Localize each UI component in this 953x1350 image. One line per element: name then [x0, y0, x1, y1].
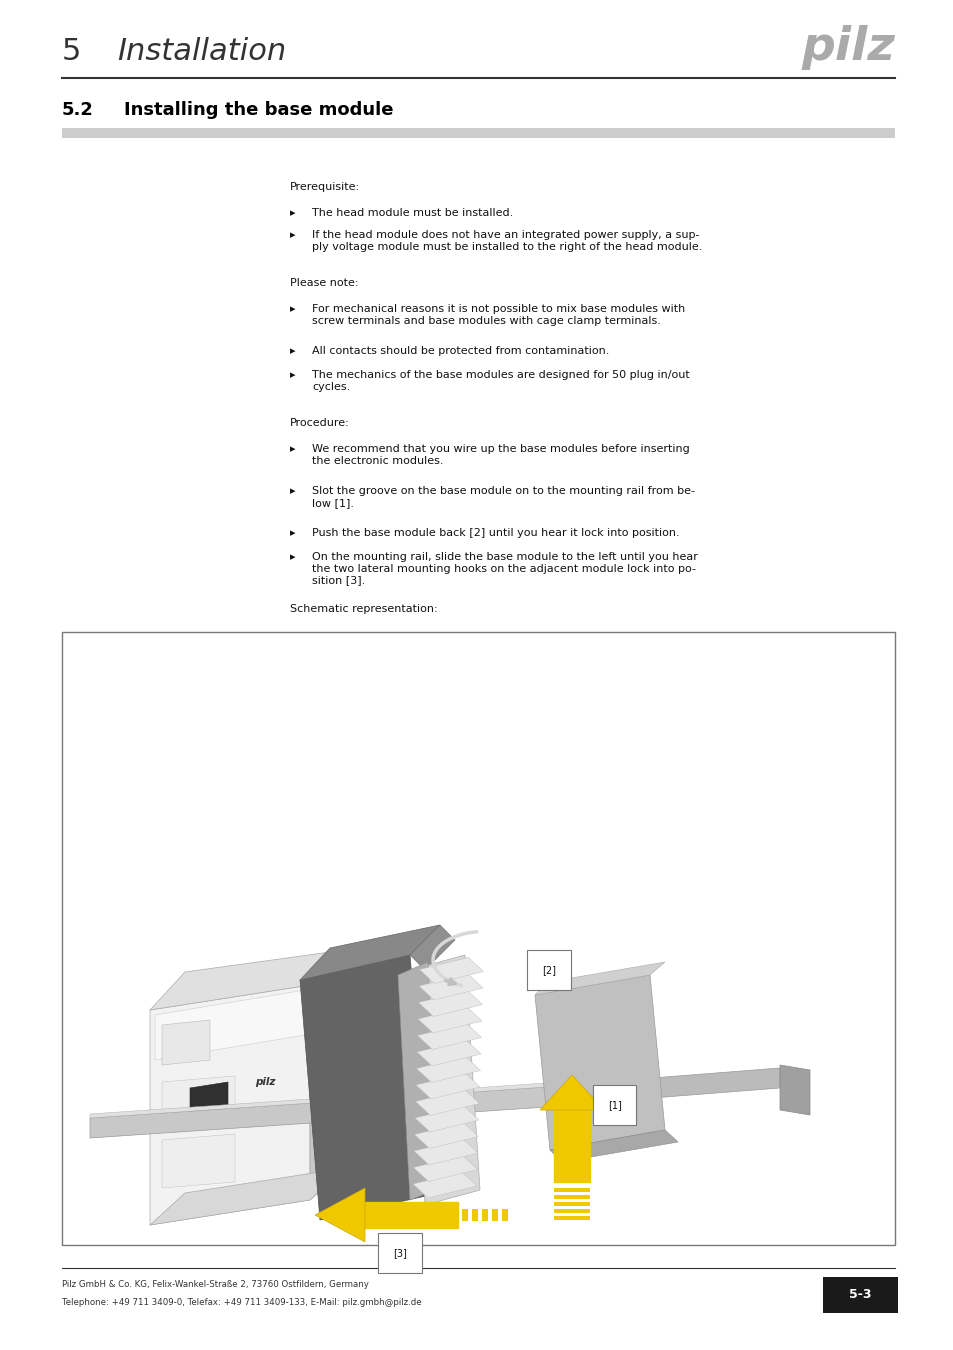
Polygon shape [418, 973, 482, 1000]
Text: [2]: [2] [541, 965, 556, 975]
Polygon shape [410, 954, 479, 1206]
Polygon shape [416, 1040, 480, 1066]
Text: On the mounting rail, slide the base module to the left until you hear
the two l: On the mounting rail, slide the base mod… [312, 552, 698, 585]
Text: 5-3: 5-3 [848, 1288, 870, 1301]
Text: Pilz GmbH & Co. KG, Felix-Wankel-Straße 2, 73760 Ostfildern, Germany: Pilz GmbH & Co. KG, Felix-Wankel-Straße … [62, 1280, 369, 1289]
FancyBboxPatch shape [461, 1210, 468, 1220]
Polygon shape [150, 950, 345, 1010]
Polygon shape [419, 957, 483, 984]
Polygon shape [780, 1065, 809, 1115]
Polygon shape [299, 954, 430, 1220]
Polygon shape [310, 950, 345, 1200]
Text: We recommend that you wire up the base modules before inserting
the electronic m: We recommend that you wire up the base m… [312, 444, 689, 466]
FancyBboxPatch shape [492, 1210, 497, 1220]
Text: [3]: [3] [393, 1247, 407, 1258]
Polygon shape [417, 1023, 481, 1049]
FancyBboxPatch shape [481, 1210, 488, 1220]
Polygon shape [414, 1122, 478, 1149]
Text: ▸: ▸ [290, 528, 295, 539]
Text: Push the base module back [2] until you hear it lock into position.: Push the base module back [2] until you … [312, 528, 679, 539]
Polygon shape [414, 1139, 477, 1165]
Polygon shape [397, 963, 439, 1200]
Polygon shape [314, 1188, 365, 1242]
Text: If the head module does not have an integrated power supply, a sup-
ply voltage : If the head module does not have an inte… [312, 230, 701, 251]
FancyBboxPatch shape [554, 1195, 589, 1199]
Polygon shape [162, 1021, 210, 1065]
Text: 5: 5 [62, 38, 81, 66]
FancyBboxPatch shape [501, 1210, 507, 1220]
FancyBboxPatch shape [554, 1202, 589, 1206]
Polygon shape [416, 1057, 480, 1083]
Text: ▸: ▸ [290, 552, 295, 562]
Polygon shape [550, 1068, 780, 1106]
Polygon shape [413, 1156, 477, 1181]
FancyBboxPatch shape [62, 632, 894, 1245]
FancyBboxPatch shape [554, 1216, 589, 1220]
Text: Schematic representation:: Schematic representation: [290, 603, 437, 614]
Text: For mechanical reasons it is not possible to mix base modules with
screw termina: For mechanical reasons it is not possibl… [312, 304, 684, 325]
Polygon shape [90, 1079, 619, 1118]
Text: Installation: Installation [117, 38, 286, 66]
Text: 5.2: 5.2 [62, 101, 93, 119]
Text: Installing the base module: Installing the base module [124, 101, 393, 119]
Polygon shape [190, 1081, 228, 1122]
Polygon shape [90, 1081, 619, 1138]
Text: ▸: ▸ [290, 444, 295, 454]
Polygon shape [299, 925, 439, 980]
Text: ▸: ▸ [290, 208, 295, 217]
FancyBboxPatch shape [554, 1210, 589, 1214]
Text: [1]: [1] [607, 1100, 621, 1110]
Text: Slot the groove on the base module on to the mounting rail from be-
low [1].: Slot the groove on the base module on to… [312, 486, 695, 508]
Polygon shape [535, 963, 664, 995]
Polygon shape [162, 1076, 234, 1120]
Polygon shape [417, 1007, 481, 1033]
Polygon shape [413, 1172, 476, 1197]
Text: ▸: ▸ [290, 486, 295, 495]
Text: Telephone: +49 711 3409-0, Telefax: +49 711 3409-133, E-Mail: pilz.gmbh@pilz.de: Telephone: +49 711 3409-0, Telefax: +49 … [62, 1297, 421, 1307]
Polygon shape [154, 990, 305, 1060]
Polygon shape [539, 1075, 603, 1110]
FancyBboxPatch shape [822, 1277, 897, 1314]
Text: The head module must be installed.: The head module must be installed. [312, 208, 513, 217]
FancyBboxPatch shape [62, 128, 894, 138]
Text: Please note:: Please note: [290, 278, 358, 288]
FancyBboxPatch shape [554, 1188, 589, 1192]
Polygon shape [415, 1106, 478, 1133]
Polygon shape [418, 991, 482, 1017]
Text: The mechanics of the base modules are designed for 50 plug in/out
cycles.: The mechanics of the base modules are de… [312, 370, 689, 392]
Text: pilz: pilz [801, 26, 894, 70]
Polygon shape [535, 975, 664, 1150]
Text: pilz: pilz [254, 1077, 274, 1087]
Text: All contacts should be protected from contamination.: All contacts should be protected from co… [312, 346, 609, 356]
Polygon shape [410, 925, 455, 971]
Polygon shape [416, 1073, 479, 1099]
Polygon shape [416, 1089, 479, 1115]
FancyBboxPatch shape [472, 1210, 477, 1220]
Text: Procedure:: Procedure: [290, 418, 350, 428]
Polygon shape [150, 1168, 345, 1224]
Text: ▸: ▸ [290, 370, 295, 379]
Text: ▸: ▸ [290, 304, 295, 315]
Polygon shape [150, 986, 310, 1224]
Text: Prerequisite:: Prerequisite: [290, 182, 359, 192]
Polygon shape [550, 1130, 678, 1162]
Text: ▸: ▸ [290, 230, 295, 240]
Text: ▸: ▸ [290, 346, 295, 356]
Polygon shape [162, 1134, 234, 1188]
